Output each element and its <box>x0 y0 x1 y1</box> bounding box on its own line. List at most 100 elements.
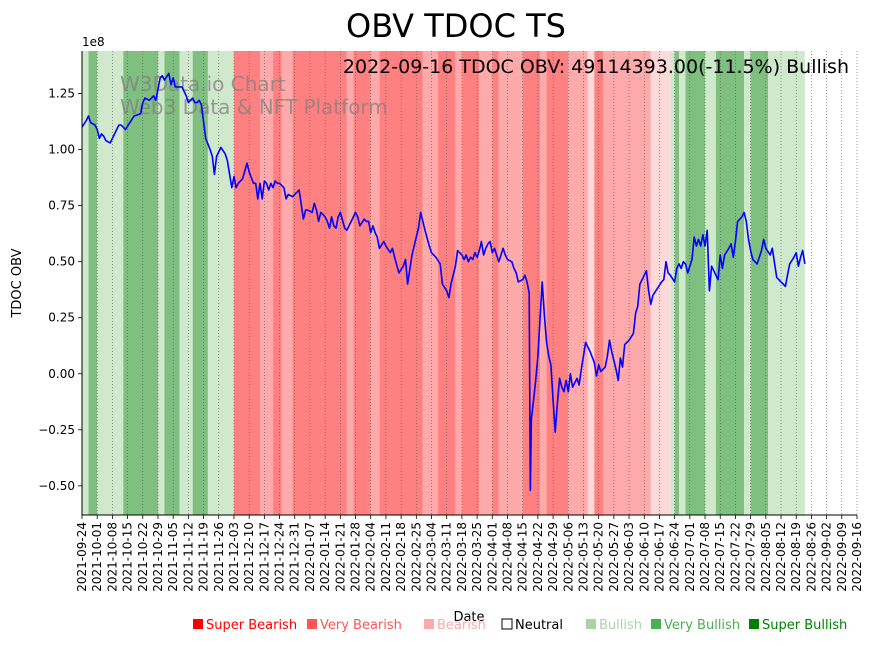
y-tick-label: −0.50 <box>38 479 75 493</box>
vertical-gridlines <box>81 51 858 515</box>
x-tick-label: 2022-06-10 <box>637 522 651 592</box>
watermark-line-2: Web3 Data & NFT Platform <box>120 95 388 119</box>
legend-swatch <box>193 619 203 629</box>
legend-label: Super Bearish <box>206 618 297 633</box>
obv-series <box>81 72 806 492</box>
x-tick-label: 2022-01-21 <box>333 522 347 592</box>
band-very-bullish <box>674 51 679 515</box>
x-tick-label: 2022-06-17 <box>652 522 666 592</box>
band-very-bearish <box>492 51 499 515</box>
x-tick-label: 2022-04-29 <box>546 522 560 592</box>
x-tick-label: 2021-12-17 <box>257 522 271 592</box>
y-tick-label: 0.00 <box>48 367 75 381</box>
band-very-bullish <box>192 51 208 515</box>
legend-label: Bullish <box>599 618 642 633</box>
y-tick-label: 1.25 <box>48 87 75 101</box>
obv-annotation: 2022-09-16 TDOC OBV: 49114393.00(-11.5%)… <box>343 56 849 78</box>
legend-label: Bearish <box>437 618 486 633</box>
x-tick-label: 2022-05-20 <box>592 522 606 592</box>
band-bearish <box>422 51 439 515</box>
y-tick-label: 1.00 <box>48 143 75 157</box>
x-tick-label: 2022-08-05 <box>759 522 773 592</box>
y-tick-label: 0.25 <box>48 311 75 325</box>
band-bearish <box>498 51 523 515</box>
x-tick-label: 2021-10-08 <box>105 522 119 592</box>
band-bullish <box>179 51 193 515</box>
legend-swatch <box>424 619 434 629</box>
x-tick-label: 2022-07-22 <box>728 522 742 592</box>
band-very-bearish <box>273 51 282 515</box>
x-tick-label: 2022-06-24 <box>668 522 682 592</box>
legend-swatch <box>586 619 596 629</box>
band-very-bullish <box>123 51 158 515</box>
x-tick-label: 2021-11-12 <box>181 522 195 592</box>
y-tick-label: 0.50 <box>48 255 75 269</box>
x-axis-label: Date <box>453 610 484 625</box>
x-tick-label: 2022-09-09 <box>835 522 849 592</box>
legend-swatch <box>749 619 759 629</box>
legend: Super Bearish Very Bearish Bearish Neutral B… <box>193 618 847 633</box>
regime-bands <box>82 51 805 515</box>
legend-label: Very Bullish <box>664 618 740 633</box>
legend-swatch <box>501 618 513 630</box>
chart-title: OBV TDOC TS <box>346 7 566 45</box>
x-tick-label: 2022-03-18 <box>455 522 469 592</box>
x-tick-label: 2022-04-08 <box>500 522 514 592</box>
x-tick-label: 2022-07-01 <box>683 522 697 592</box>
x-tick-label: 2022-03-11 <box>440 522 454 592</box>
x-tick-label: 2022-08-19 <box>789 522 803 592</box>
band-bullish <box>82 51 89 515</box>
band-neutral <box>587 51 595 515</box>
x-tick-label: 2022-08-26 <box>804 522 818 592</box>
band-bearish <box>455 51 462 515</box>
x-tick-label: 2022-05-13 <box>576 522 590 592</box>
x-tick-label: 2021-11-05 <box>166 522 180 592</box>
band-bullish <box>157 51 165 515</box>
y-ticks: −0.50 −0.25 0.00 0.25 0.50 0.75 1.00 1.25 <box>38 87 82 493</box>
x-tick-label: 2022-09-16 <box>850 522 864 592</box>
band-very-bearish <box>546 51 569 515</box>
x-tick-label: 2022-01-14 <box>318 522 332 592</box>
y-tick-label: −0.25 <box>38 423 75 437</box>
x-tick-label: 2021-10-22 <box>136 522 150 592</box>
x-tick-label: 2022-05-27 <box>607 522 621 592</box>
x-tick-label: 2022-02-25 <box>409 522 423 592</box>
x-tick-label: 2022-04-22 <box>531 522 545 592</box>
x-tick-label: 2021-12-31 <box>288 522 302 592</box>
band-bullish <box>207 51 234 515</box>
band-bearish <box>281 51 293 515</box>
band-bearish <box>479 51 493 515</box>
band-bearish <box>346 51 354 515</box>
x-tick-label: 2022-07-15 <box>713 522 727 592</box>
watermark-line-1: W3Data.io Chart <box>120 72 286 96</box>
y-tick-label: 0.75 <box>48 199 75 213</box>
x-tick-label: 2021-10-01 <box>90 522 104 592</box>
y-scale-label: 1e8 <box>82 35 105 49</box>
legend-swatch <box>651 619 661 629</box>
band-bearish <box>540 51 547 515</box>
x-tick-label: 2022-02-04 <box>364 522 378 592</box>
band-bearish <box>603 51 651 515</box>
legend-label: Neutral <box>515 618 563 633</box>
band-bullish <box>670 51 675 515</box>
legend-swatch <box>307 619 317 629</box>
x-tick-label: 2022-03-04 <box>425 522 439 592</box>
x-tick-label: 2021-11-19 <box>197 522 211 592</box>
band-very-bullish <box>88 51 98 515</box>
x-tick-label: 2022-01-28 <box>349 522 363 592</box>
x-tick-label: 2021-12-10 <box>242 522 256 592</box>
obv-line <box>81 72 806 492</box>
x-tick-label: 2022-01-07 <box>303 522 317 592</box>
band-very-bearish <box>353 51 371 515</box>
watermark: W3Data.io Chart Web3 Data & NFT Platform <box>120 72 388 119</box>
band-very-bearish <box>522 51 541 515</box>
band-very-bullish <box>164 51 180 515</box>
band-bearish <box>568 51 588 515</box>
legend-label: Super Bullish <box>762 618 847 633</box>
band-bearish <box>260 51 274 515</box>
x-tick-label: 2022-07-29 <box>744 522 758 592</box>
legend-label: Very Bearish <box>320 618 402 633</box>
axes <box>81 51 857 516</box>
x-tick-label: 2022-06-03 <box>622 522 636 592</box>
x-tick-label: 2022-03-25 <box>470 522 484 592</box>
